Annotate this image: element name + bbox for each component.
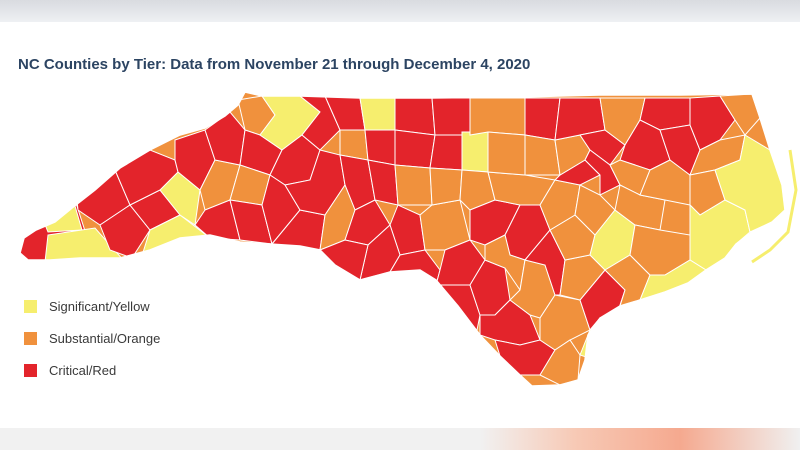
county-orange-s3	[539, 294, 591, 351]
legend-item-yellow: Significant/Yellow	[24, 290, 160, 322]
legend-swatch-yellow	[24, 299, 37, 313]
county-red-c9	[429, 134, 463, 171]
county-orange-c3	[394, 164, 433, 206]
legend-label-yellow: Significant/Yellow	[49, 298, 150, 314]
map-title: NC Counties by Tier: Data from November …	[18, 56, 531, 73]
county-yellow-s4	[714, 134, 785, 233]
outer-banks	[751, 149, 798, 264]
legend-swatch-orange	[24, 331, 37, 345]
county-orange-c9	[487, 131, 526, 176]
county-red-c6	[394, 97, 436, 136]
state-outline	[19, 91, 786, 387]
legend-item-orange: Substantial/Orange	[24, 322, 160, 354]
county-red-c8	[394, 129, 436, 169]
county-red-w3	[99, 204, 151, 259]
county-orange-c5	[429, 167, 463, 206]
county-red-s9	[579, 129, 626, 166]
county-yellow-c1	[359, 97, 396, 131]
county-red-c7	[431, 97, 471, 136]
legend-swatch-red	[24, 363, 37, 377]
video-bottom-band	[0, 428, 800, 450]
county-red-c2	[364, 129, 396, 166]
county-orange-c6	[469, 97, 531, 136]
video-top-band	[0, 0, 800, 22]
county-yellow-w1	[39, 205, 83, 233]
map-legend: Significant/Yellow Substantial/Orange Cr…	[24, 290, 160, 386]
county-yellow-c2	[461, 131, 489, 173]
county-red-c17	[524, 97, 561, 141]
legend-label-orange: Substantial/Orange	[49, 330, 161, 346]
legend-label-red: Critical/Red	[49, 362, 117, 378]
legend-item-red: Critical/Red	[24, 354, 160, 386]
